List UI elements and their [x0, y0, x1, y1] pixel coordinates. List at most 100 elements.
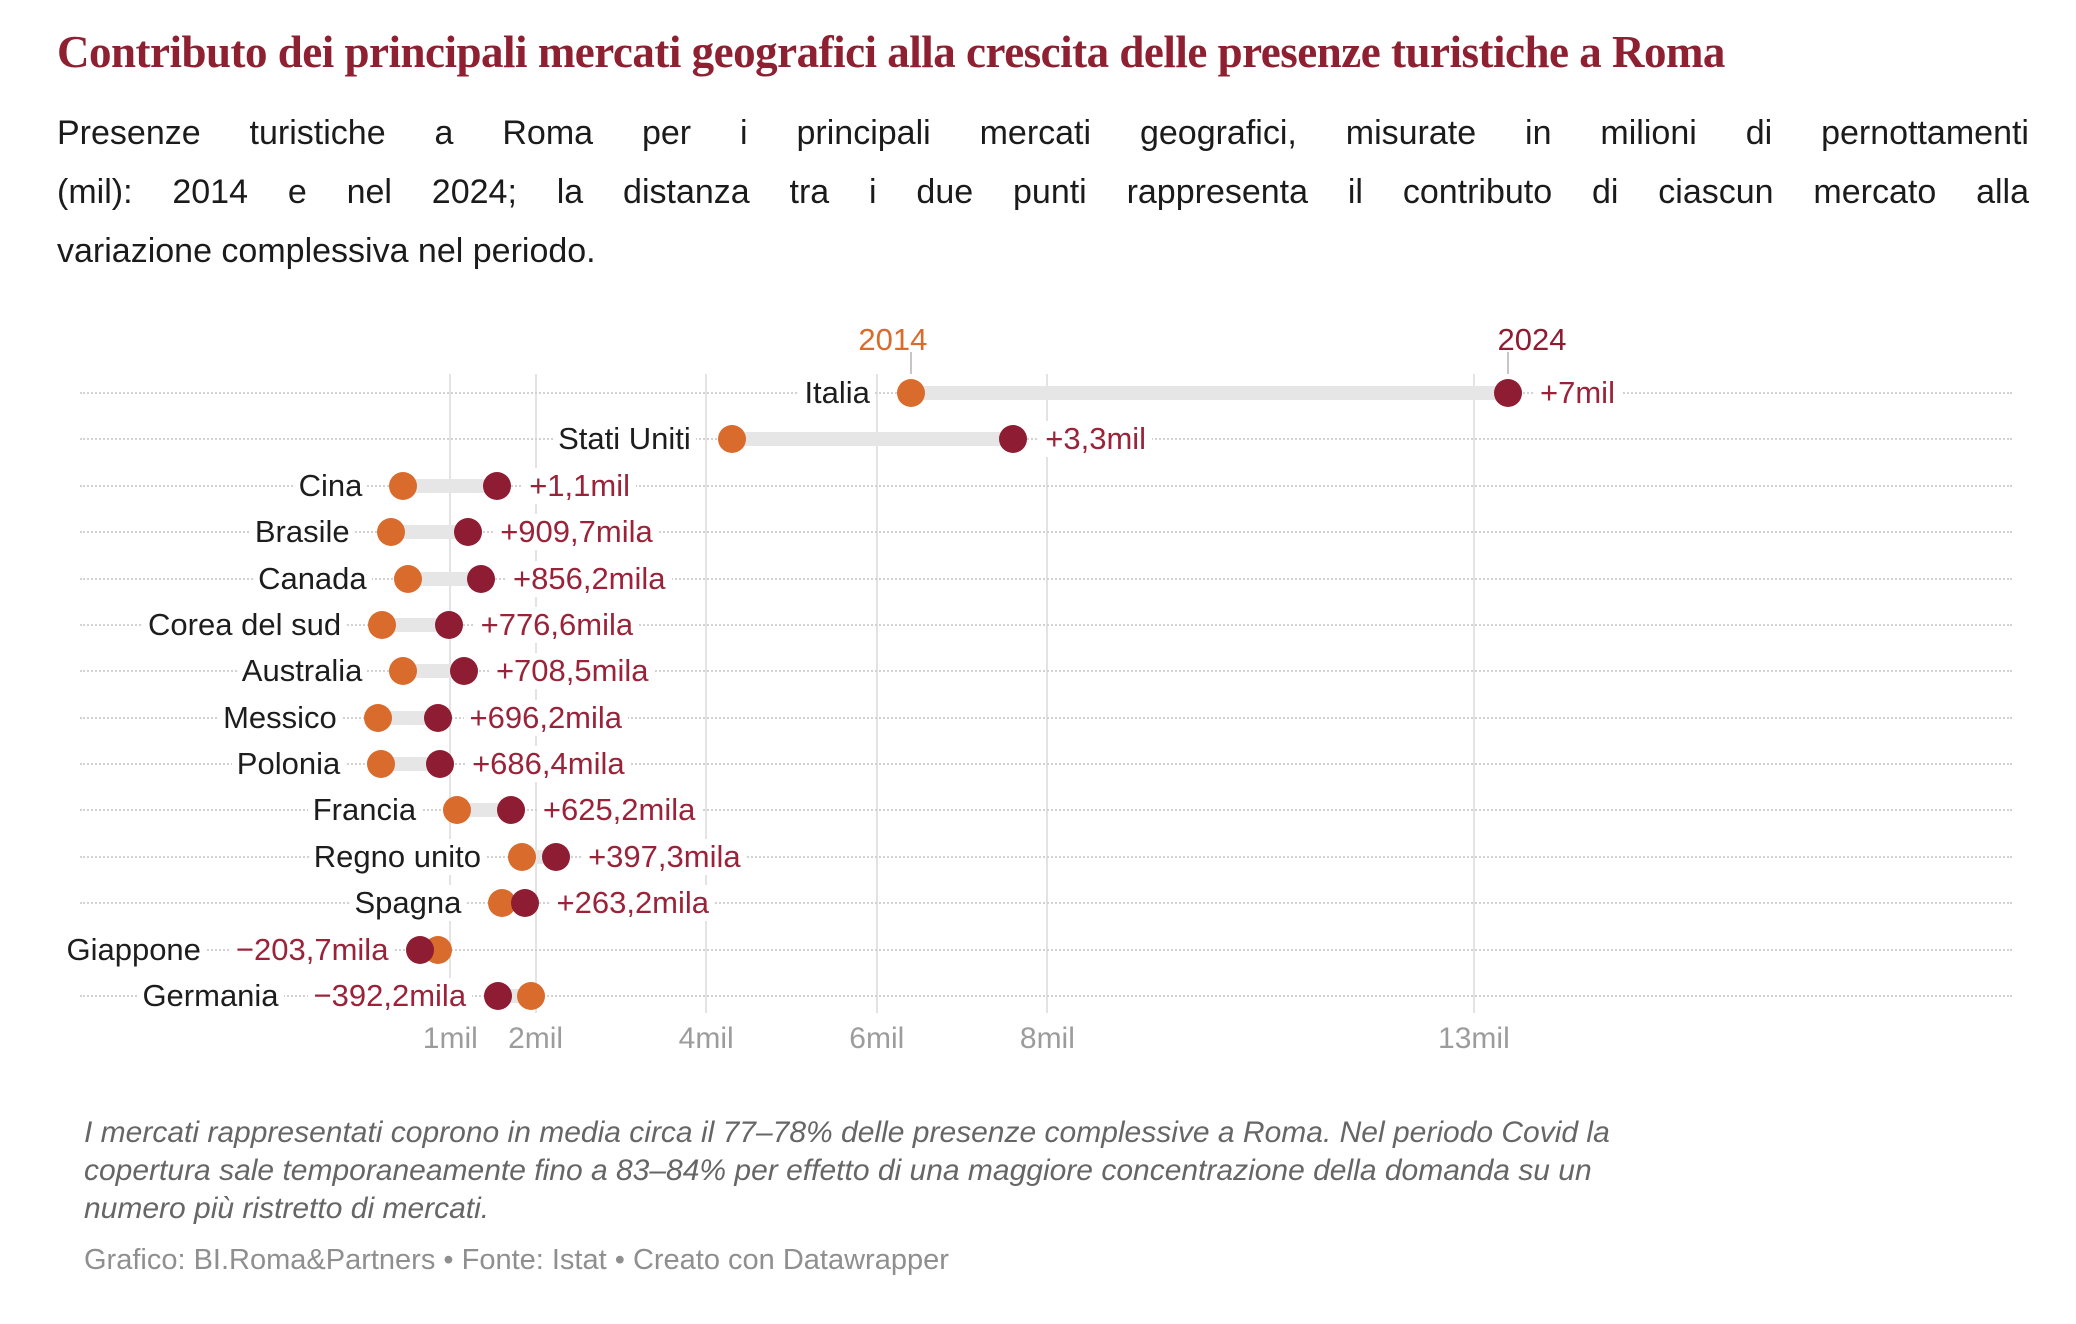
category-label: Messico: [218, 699, 342, 736]
change-value-label: +708,5mila: [489, 653, 655, 690]
legend-2024-label: 2024: [1497, 322, 1567, 357]
change-value-label: −203,7mila: [229, 931, 395, 968]
change-value-label: +856,2mila: [507, 560, 672, 597]
dot-2024: [510, 889, 539, 918]
x-tick-label: 2mil: [508, 1022, 564, 1055]
dot-2014: [517, 981, 546, 1010]
x-gridline: [1046, 374, 1049, 1013]
dot-2024: [999, 425, 1028, 454]
dot-2014: [443, 796, 472, 825]
description-line: variazione complessiva nel periodo.: [57, 232, 596, 270]
range-bar: [403, 478, 498, 493]
dot-2024: [496, 796, 525, 825]
category-label: Regno unito: [308, 838, 486, 875]
footnote-line: numero più ristretto di mercati.: [84, 1192, 490, 1225]
dot-2024: [434, 610, 463, 639]
range-bar: [377, 710, 438, 725]
row-leader-line: [80, 763, 2012, 766]
description-line: Presenze turistiche a Roma per i princip…: [57, 114, 2029, 152]
change-value-label: +397,3mila: [582, 838, 747, 875]
range-bar: [407, 571, 481, 586]
category-label: Polonia: [231, 746, 346, 783]
chart-credits: Grafico: BI.Roma&Partners • Fonte: Istat…: [84, 1244, 949, 1276]
legend-2014-tick: [909, 352, 912, 374]
x-gridline: [449, 374, 452, 1013]
change-value-label: +909,7mila: [494, 514, 659, 551]
dot-2014: [389, 657, 418, 686]
category-label: Stati Uniti: [553, 421, 696, 458]
row-leader-line: [80, 577, 2012, 580]
range-bar: [403, 664, 464, 679]
range-bar: [381, 757, 441, 772]
category-label: Giappone: [61, 931, 206, 968]
x-gridline: [1472, 374, 1475, 1013]
dot-2014: [896, 379, 925, 407]
row-leader-line: [80, 855, 2012, 858]
x-tick-label: 4mil: [678, 1022, 734, 1055]
row-leader-line: [80, 623, 2012, 626]
category-label: Brasile: [249, 514, 355, 551]
change-value-label: +686,4mila: [466, 746, 631, 783]
page-title: Contributo dei principali mercati geogra…: [57, 27, 1725, 77]
dot-2024: [423, 703, 452, 732]
dot-2014: [363, 703, 392, 732]
change-value-label: +776,6mila: [474, 606, 640, 643]
footnote-line: I mercati rappresentati coprono in media…: [84, 1116, 1610, 1149]
legend-2024-tick: [1507, 352, 1510, 374]
x-tick-label: 1mil: [422, 1022, 478, 1055]
dot-2014: [507, 842, 536, 871]
x-tick-label: 8mil: [1019, 1022, 1075, 1055]
x-gridline: [534, 374, 537, 1013]
change-value-label: +625,2mila: [536, 792, 702, 829]
x-tick-label: 13mil: [1438, 1022, 1510, 1055]
row-leader-line: [80, 902, 2012, 905]
dot-2024: [454, 518, 483, 547]
category-label: Australia: [236, 653, 368, 690]
category-label: Cina: [293, 467, 368, 504]
change-value-label: +696,2mila: [463, 699, 629, 736]
dot-2024: [484, 981, 513, 1010]
range-bar: [731, 432, 1014, 447]
x-tick-label: 6mil: [849, 1022, 905, 1055]
change-value-label: +7mil: [1534, 375, 1621, 411]
dot-2024: [542, 842, 571, 871]
row-label-group: Germania −392,2mila: [137, 977, 473, 1014]
dot-2024: [406, 935, 435, 964]
chart-footnote: I mercati rappresentati coprono in media…: [84, 1114, 1684, 1228]
row-leader-line: [80, 670, 2012, 673]
dot-2024: [426, 750, 455, 779]
dot-2014: [367, 750, 396, 779]
category-label: Italia: [799, 375, 875, 411]
change-value-label: +3,3mil: [1039, 421, 1153, 458]
dot-2014: [368, 610, 397, 639]
x-gridline: [705, 374, 708, 1013]
category-label: Canada: [253, 560, 372, 597]
range-bar: [382, 617, 449, 632]
change-value-label: +1,1mil: [523, 467, 636, 504]
dot-2024: [1494, 379, 1523, 407]
row-leader-line: [80, 716, 2012, 719]
row-leader-line: [80, 484, 2012, 487]
dot-2014: [393, 564, 422, 593]
footnote-line: copertura sale temporaneamente fino a 83…: [84, 1154, 1592, 1187]
dot-2014: [376, 518, 405, 547]
category-label: Spagna: [349, 885, 467, 922]
dot-2024: [449, 657, 478, 686]
category-label: Francia: [307, 792, 422, 829]
row-leader-line: [80, 994, 2012, 997]
change-value-label: +263,2mila: [550, 885, 716, 922]
row-label-group: Giappone −203,7mila: [61, 931, 395, 968]
dot-2014: [717, 425, 746, 454]
change-value-label: −392,2mila: [307, 977, 473, 1014]
row-leader-line: [80, 531, 2012, 534]
category-label: Corea del sud: [143, 606, 347, 643]
row-leader-line: [80, 948, 2012, 951]
x-gridline: [875, 374, 878, 1013]
page-description: Presenze turistiche a Roma per i princip…: [57, 104, 2029, 281]
legend-2014-label: 2014: [858, 322, 928, 357]
category-label: Germania: [137, 977, 284, 1014]
dot-2014: [389, 471, 418, 500]
row-leader-line: [80, 809, 2012, 812]
